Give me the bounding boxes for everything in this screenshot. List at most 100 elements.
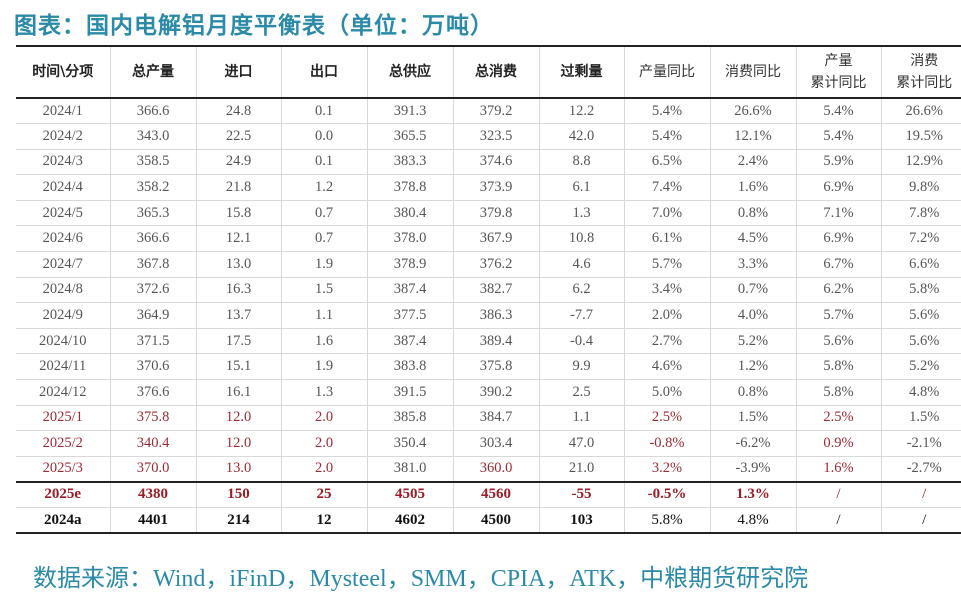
cell-total-production: 371.5 [109, 328, 196, 354]
cell-consumption-yoy: 12.1% [709, 123, 796, 150]
header-imports: 进口 [195, 46, 281, 98]
cell-exports: 1.5 [280, 277, 367, 303]
cell-period: 2025/3 [42, 460, 83, 477]
cell-total-consumption: 323.5 [452, 123, 539, 150]
cell-period: 2024/6 [42, 230, 83, 247]
cell-total-supply: 381.0 [366, 456, 453, 482]
cell-total-production: 375.8 [109, 405, 196, 431]
table-row: 2024/4 358.2 21.8 1.2 378.8 373.9 6.1 7.4% 1.6% 6… [16, 174, 961, 201]
cell-imports: 16.1 [195, 379, 281, 406]
cell-total-supply: 380.4 [366, 200, 453, 226]
cell-cum-production-yoy: / [795, 481, 881, 508]
cell-surplus: 4.6 [538, 251, 624, 278]
cell-total-production: 340.4 [109, 430, 196, 457]
cell-cum-consumption-yoy: 9.8% [880, 174, 961, 201]
cell-surplus: 1.3 [538, 200, 624, 226]
table-row: 2024/7 367.8 13.0 1.9 378.9 376.2 4.6 5.7% 3.3% 6… [16, 251, 961, 278]
aluminum-balance-table: 时间\分项 总产量 进口 出口 总供应 总消费 过剩量 产量同比 消费同比 产量… [16, 45, 961, 534]
cell-imports: 214 [195, 507, 281, 534]
cell-production-yoy: 4.6% [623, 353, 710, 380]
cell-period: 2025/1 [42, 409, 83, 426]
cell-total-consumption: 386.3 [452, 302, 539, 329]
header-cum-production-line2: 累计同比 [810, 75, 867, 91]
cell-imports: 13.0 [195, 456, 281, 482]
header-consumption-yoy: 消费同比 [709, 46, 796, 98]
cell-cum-production-yoy: 5.4% [795, 123, 881, 150]
cell-surplus: 103 [538, 507, 624, 534]
cell-total-supply: 385.8 [366, 405, 453, 431]
cell-production-yoy: 5.7% [623, 251, 710, 278]
cell-total-consumption: 384.7 [452, 405, 539, 431]
cell-cum-consumption-yoy: 7.2% [880, 225, 961, 252]
cell-cum-production-yoy: / [795, 507, 881, 534]
cell-cum-consumption-yoy: / [880, 481, 961, 508]
cell-period: 2024/8 [42, 281, 83, 298]
cell-total-consumption: 4560 [452, 481, 539, 508]
header-cum-production-yoy: 产量 累计同比 [795, 46, 881, 98]
cell-surplus: 10.8 [538, 225, 624, 252]
cell-total-consumption: 373.9 [452, 174, 539, 201]
cell-consumption-yoy: 26.6% [709, 98, 796, 124]
cell-cum-production-yoy: 5.4% [795, 98, 881, 124]
cell-exports: 2.0 [280, 456, 367, 482]
cell-cum-production-yoy: 5.9% [795, 149, 881, 175]
cell-period: 2024/12 [38, 383, 87, 400]
cell-exports: 1.1 [280, 302, 367, 329]
cell-consumption-yoy: 1.6% [709, 174, 796, 201]
cell-exports: 1.3 [280, 379, 367, 406]
cell-total-production: 366.6 [109, 225, 196, 252]
cell-total-supply: 350.4 [366, 430, 453, 457]
cell-consumption-yoy: 1.3% [709, 481, 796, 508]
table-row: 2024/9 364.9 13.7 1.1 377.5 386.3 -7.7 2.0% 4.0%… [16, 302, 961, 329]
cell-cum-production-yoy: 5.6% [795, 328, 881, 354]
cell-total-consumption: 4500 [452, 507, 539, 534]
cell-cum-consumption-yoy: 26.6% [880, 98, 961, 124]
cell-period: 2025e [44, 486, 82, 503]
cell-consumption-yoy: 4.8% [709, 507, 796, 534]
cell-total-consumption: 390.2 [452, 379, 539, 406]
table-row: 2024/5 365.3 15.8 0.7 380.4 379.8 1.3 7.0% 0.8% 7… [16, 200, 961, 226]
cell-cum-consumption-yoy: 6.6% [880, 251, 961, 278]
header-period: 时间\分项 [32, 64, 94, 80]
cell-imports: 15.1 [195, 353, 281, 380]
table-row: 2024/2 343.0 22.5 0.0 365.5 323.5 42.0 5.4% 12.1… [16, 123, 961, 150]
cell-cum-consumption-yoy: 5.6% [880, 328, 961, 354]
table-row: 2024/6 366.6 12.1 0.7 378.0 367.9 10.8 6.1% 4.5%… [16, 225, 961, 252]
cell-consumption-yoy: 0.7% [709, 277, 796, 303]
cell-surplus: 12.2 [538, 98, 624, 124]
cell-total-supply: 387.4 [366, 277, 453, 303]
cell-exports: 1.9 [280, 353, 367, 380]
cell-production-yoy: 2.5% [623, 405, 710, 431]
cell-surplus: 6.2 [538, 277, 624, 303]
cell-imports: 24.9 [195, 149, 281, 175]
cell-period: 2024/10 [38, 332, 87, 349]
cell-production-yoy: 2.7% [623, 328, 710, 354]
cell-total-supply: 378.0 [366, 225, 453, 252]
cell-cum-consumption-yoy: 5.8% [880, 277, 961, 303]
cell-total-production: 4380 [109, 481, 196, 508]
cell-period: 2024/4 [42, 179, 83, 196]
table-row: 2024/12 376.6 16.1 1.3 391.5 390.2 2.5 5.0% 0.8%… [16, 379, 961, 406]
cell-total-consumption: 379.8 [452, 200, 539, 226]
cell-imports: 13.0 [195, 251, 281, 278]
cell-surplus: 8.8 [538, 149, 624, 175]
cell-total-production: 4401 [109, 507, 196, 534]
cell-cum-production-yoy: 5.8% [795, 353, 881, 380]
header-production-yoy: 产量同比 [623, 46, 710, 98]
cell-total-production: 370.6 [109, 353, 196, 380]
cell-imports: 12.0 [195, 405, 281, 431]
cell-surplus: 1.1 [538, 405, 624, 431]
cell-cum-consumption-yoy: 5.6% [880, 302, 961, 329]
header-total-consumption: 总消费 [452, 46, 539, 98]
cell-cum-consumption-yoy: 4.8% [880, 379, 961, 406]
cell-surplus: -7.7 [538, 302, 624, 329]
table-row: 2025/1 375.8 12.0 2.0 385.8 384.7 1.1 2.5% 1.5% 2… [16, 405, 961, 431]
cell-imports: 150 [195, 481, 281, 508]
cell-consumption-yoy: -6.2% [709, 430, 796, 457]
cell-consumption-yoy: -3.9% [709, 456, 796, 482]
page-title: 图表：国内电解铝月度平衡表（单位：万吨） [14, 12, 494, 39]
cell-surplus: -0.4 [538, 328, 624, 354]
cell-cum-production-yoy: 6.9% [795, 174, 881, 201]
cell-cum-consumption-yoy: 7.8% [880, 200, 961, 226]
cell-cum-consumption-yoy: -2.7% [880, 456, 961, 482]
